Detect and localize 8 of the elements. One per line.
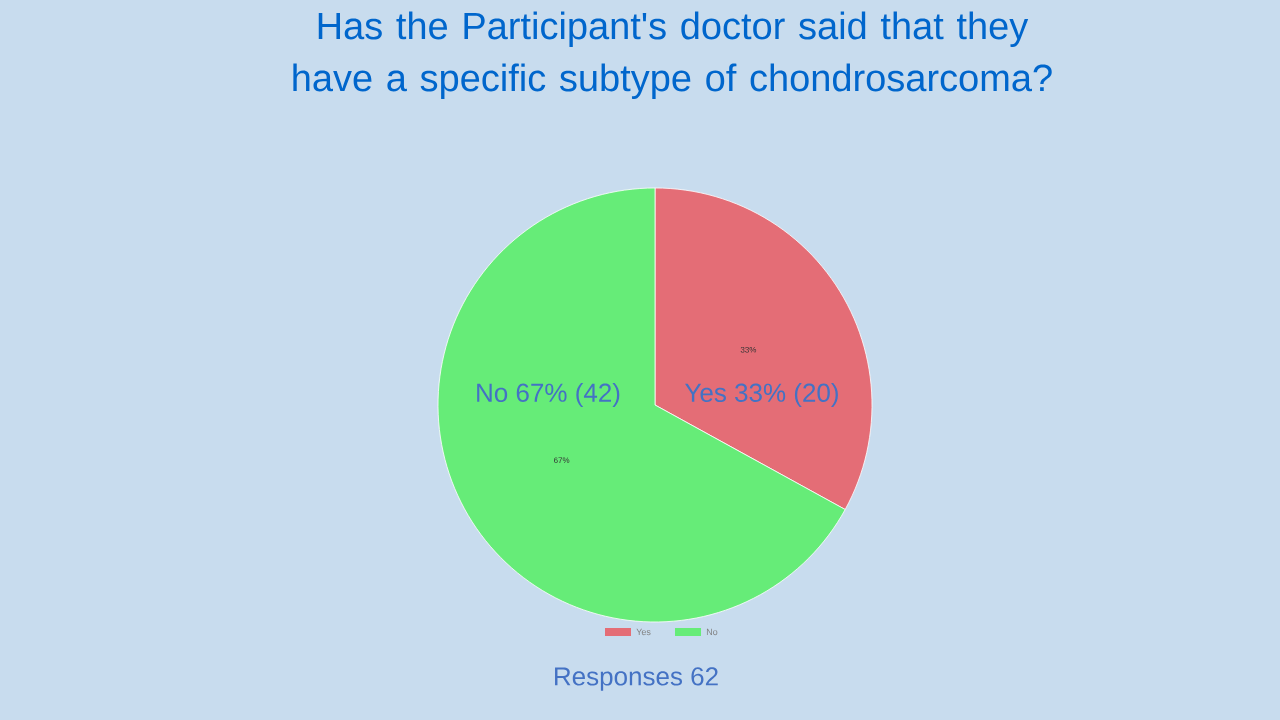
legend-label: Yes: [636, 628, 651, 636]
text: Yes 33% (20): [685, 382, 838, 408]
text: Responses 62: [555, 667, 718, 691]
legend-label: No: [706, 628, 718, 636]
chart-title: Has the Participant's doctor said that they have a specific subtype of chondrosarcoma?: [293, 11, 1052, 99]
text: No 67% (42): [477, 382, 620, 408]
data-label: 67%: [554, 457, 570, 464]
data-label: 33%: [740, 346, 757, 353]
